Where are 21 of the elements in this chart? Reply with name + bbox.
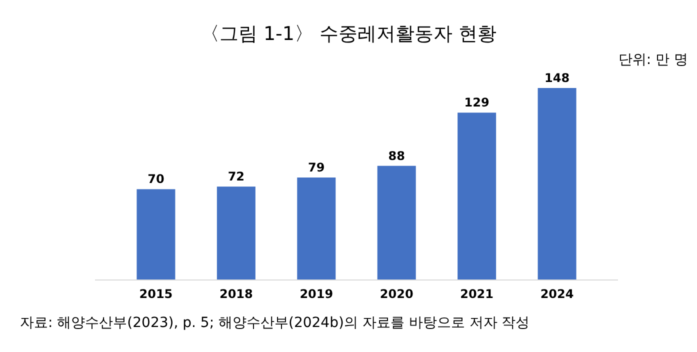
bar bbox=[538, 88, 576, 280]
x-tick-label: 2019 bbox=[300, 287, 334, 301]
data-label: 79 bbox=[308, 160, 325, 175]
data-label: 70 bbox=[148, 172, 164, 186]
x-tick-label: 2018 bbox=[219, 287, 253, 301]
bar bbox=[458, 112, 496, 280]
x-tick-label: 2020 bbox=[380, 287, 414, 301]
data-label: 129 bbox=[464, 96, 490, 110]
x-tick-label: 2021 bbox=[460, 287, 494, 301]
data-label: 88 bbox=[388, 148, 405, 163]
bar bbox=[216, 186, 256, 280]
chart-title: 〈그림 1-1〉 수중레저활동자 현황 bbox=[200, 23, 497, 45]
x-tick-label: 2024 bbox=[540, 287, 574, 301]
bar bbox=[297, 178, 336, 280]
bar bbox=[136, 189, 176, 280]
text: 단위: 만 명 bbox=[618, 52, 688, 68]
data-label: 72 bbox=[228, 170, 245, 184]
bar bbox=[377, 166, 416, 280]
x-tick-label: 2015 bbox=[139, 287, 173, 301]
data-label: 148 bbox=[544, 71, 570, 85]
text: 자료: 해양수산부(2023), p. 5; 해양수산부(2024b)의 자료를 바탕으로 저자 작성 bbox=[20, 315, 530, 331]
